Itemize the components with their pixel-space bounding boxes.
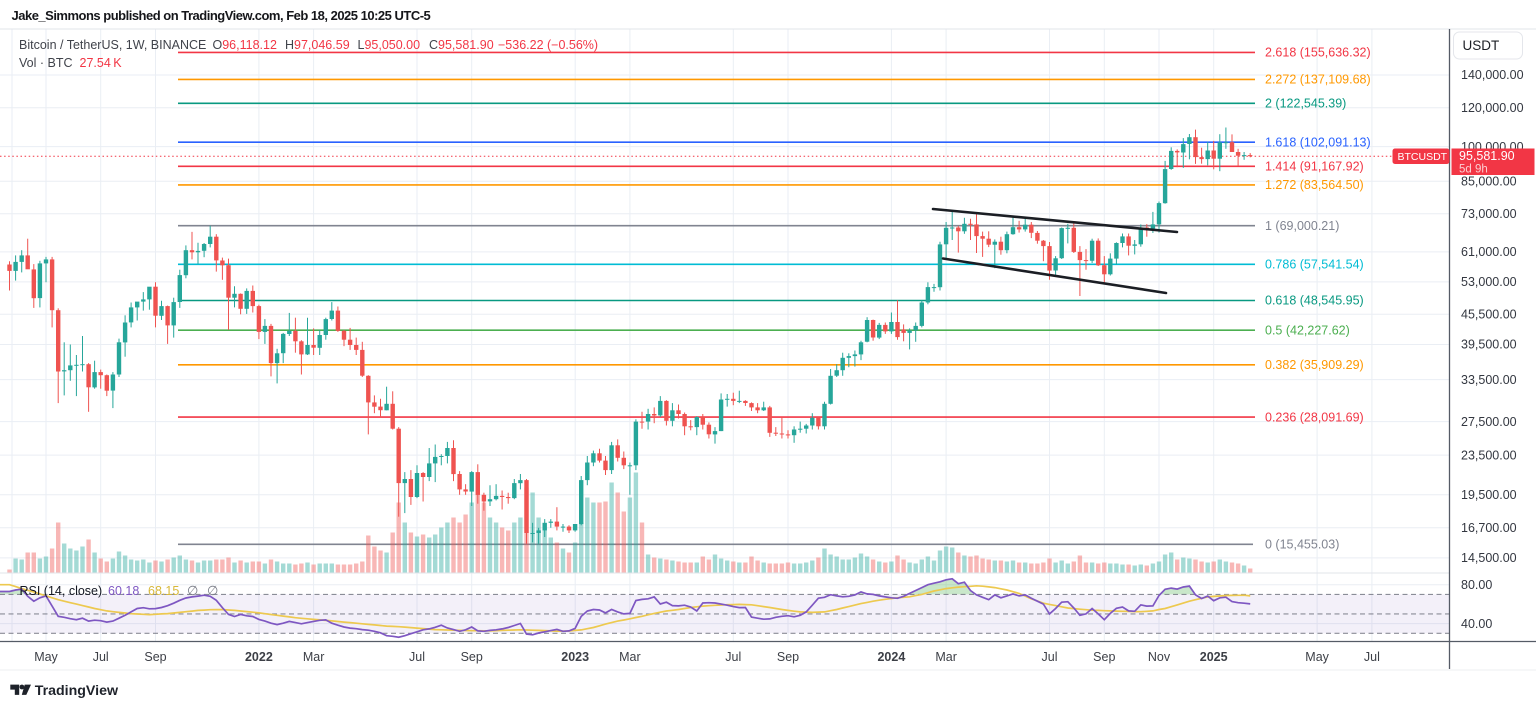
svg-text:85,000.00: 85,000.00 — [1461, 174, 1517, 188]
svg-text:2024: 2024 — [877, 650, 905, 664]
svg-text:45,500.00: 45,500.00 — [1461, 308, 1517, 322]
svg-text:H97,046.59: H97,046.59 — [285, 38, 350, 52]
svg-text:Bitcoin / TetherUS, 1W, BINANC: Bitcoin / TetherUS, 1W, BINANCE — [19, 38, 206, 52]
svg-text:95,581.90: 95,581.90 — [1459, 149, 1515, 163]
svg-text:27,500.00: 27,500.00 — [1461, 415, 1517, 429]
svg-text:Mar: Mar — [619, 650, 641, 664]
svg-text:Jake_Simmons published on Trad: Jake_Simmons published on TradingView.co… — [12, 8, 431, 23]
svg-text:Mar: Mar — [303, 650, 325, 664]
svg-text:0.382 (35,909.29): 0.382 (35,909.29) — [1265, 358, 1364, 372]
svg-text:O96,118.12: O96,118.12 — [213, 38, 277, 52]
svg-text:RSI (14, close): RSI (14, close) — [20, 584, 103, 598]
svg-text:120,000.00: 120,000.00 — [1461, 101, 1524, 115]
svg-text:Sep: Sep — [1093, 650, 1115, 664]
svg-text:60.18: 60.18 — [108, 584, 139, 598]
svg-text:80.00: 80.00 — [1461, 578, 1492, 592]
svg-text:0.5 (42,227.62): 0.5 (42,227.62) — [1265, 323, 1350, 337]
svg-text:2.272 (137,109.68): 2.272 (137,109.68) — [1265, 73, 1371, 87]
svg-text:2025: 2025 — [1200, 650, 1228, 664]
svg-text:61,000.00: 61,000.00 — [1461, 245, 1517, 259]
svg-text:23,500.00: 23,500.00 — [1461, 448, 1517, 462]
svg-text:2022: 2022 — [245, 650, 273, 664]
svg-text:Jul: Jul — [1364, 650, 1380, 664]
svg-text:Sep: Sep — [144, 650, 166, 664]
svg-text:Mar: Mar — [935, 650, 957, 664]
svg-text:Vol · BTC: Vol · BTC — [19, 56, 73, 70]
svg-text:53,000.00: 53,000.00 — [1461, 275, 1517, 289]
svg-text:∅: ∅ — [187, 583, 198, 598]
svg-text:Sep: Sep — [777, 650, 799, 664]
svg-text:1.618 (102,091.13): 1.618 (102,091.13) — [1265, 135, 1371, 149]
svg-text:19,500.00: 19,500.00 — [1461, 488, 1517, 502]
svg-text:Nov: Nov — [1148, 650, 1171, 664]
svg-text:16,700.00: 16,700.00 — [1461, 521, 1517, 535]
svg-text:1.414 (91,167.92): 1.414 (91,167.92) — [1265, 160, 1364, 174]
svg-text:0.618 (48,545.95): 0.618 (48,545.95) — [1265, 294, 1364, 308]
svg-text:39,500.00: 39,500.00 — [1461, 338, 1517, 352]
svg-text:L95,050.00: L95,050.00 — [358, 38, 421, 52]
svg-text:C95,581.90: C95,581.90 — [429, 38, 494, 52]
svg-text:33,500.00: 33,500.00 — [1461, 373, 1517, 387]
svg-text:1.272 (83,564.50): 1.272 (83,564.50) — [1265, 178, 1364, 192]
svg-text:73,000.00: 73,000.00 — [1461, 207, 1517, 221]
svg-text:40.00: 40.00 — [1461, 617, 1492, 631]
svg-text:Jul: Jul — [725, 650, 741, 664]
svg-text:2.618 (155,636.32): 2.618 (155,636.32) — [1265, 46, 1371, 60]
svg-text:USDT: USDT — [1463, 38, 1500, 53]
svg-text:14,500.00: 14,500.00 — [1461, 551, 1517, 565]
svg-text:Sep: Sep — [461, 650, 483, 664]
svg-text:5d 9h: 5d 9h — [1459, 164, 1488, 176]
svg-text:Jul: Jul — [1042, 650, 1058, 664]
svg-text:27.54 K: 27.54 K — [80, 56, 123, 70]
svg-text:0.786 (57,541.54): 0.786 (57,541.54) — [1265, 258, 1364, 272]
svg-text:0.236 (28,091.69): 0.236 (28,091.69) — [1265, 410, 1364, 424]
svg-text:BTCUSDT: BTCUSDT — [1398, 151, 1448, 163]
svg-text:68.15: 68.15 — [148, 584, 179, 598]
svg-text:1 (69,000.21): 1 (69,000.21) — [1265, 219, 1339, 233]
svg-text:140,000.00: 140,000.00 — [1461, 68, 1524, 82]
svg-text:Jul: Jul — [93, 650, 109, 664]
svg-text:May: May — [34, 650, 58, 664]
svg-text:0 (15,455.03): 0 (15,455.03) — [1265, 538, 1339, 552]
svg-text:2 (122,545.39): 2 (122,545.39) — [1265, 97, 1346, 111]
svg-text:May: May — [1305, 650, 1329, 664]
svg-text:TradingView: TradingView — [35, 683, 119, 699]
svg-text:∅: ∅ — [207, 583, 218, 598]
svg-text:2023: 2023 — [561, 650, 589, 664]
svg-text:−536.22 (−0.56%): −536.22 (−0.56%) — [498, 38, 598, 52]
svg-text:Jul: Jul — [409, 650, 425, 664]
